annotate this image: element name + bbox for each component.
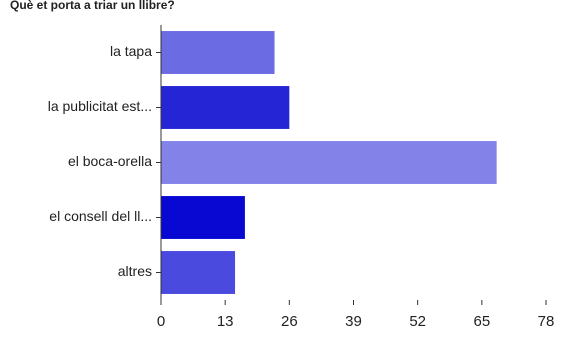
x-tick-label: 52 <box>409 313 426 330</box>
y-tick-label: la publicitat est... <box>48 98 152 114</box>
x-tick-label: 0 <box>157 313 165 330</box>
bar <box>161 86 290 129</box>
x-tick-label: 39 <box>345 313 362 330</box>
y-tick-label: el consell del ll... <box>49 208 152 224</box>
bar <box>161 141 497 184</box>
bar <box>161 251 236 294</box>
y-tick-label: la tapa <box>110 43 152 59</box>
y-tick-label: altres <box>118 263 152 279</box>
x-tick-label: 13 <box>217 313 234 330</box>
x-tick-label: 78 <box>538 313 555 330</box>
bar <box>161 31 275 74</box>
chart-title: Què et porta a triar un llibre? <box>10 0 175 12</box>
x-tick-label: 65 <box>473 313 490 330</box>
x-tick-label: 26 <box>281 313 298 330</box>
y-tick-label: el boca-orella <box>68 153 152 169</box>
bar <box>161 196 245 239</box>
